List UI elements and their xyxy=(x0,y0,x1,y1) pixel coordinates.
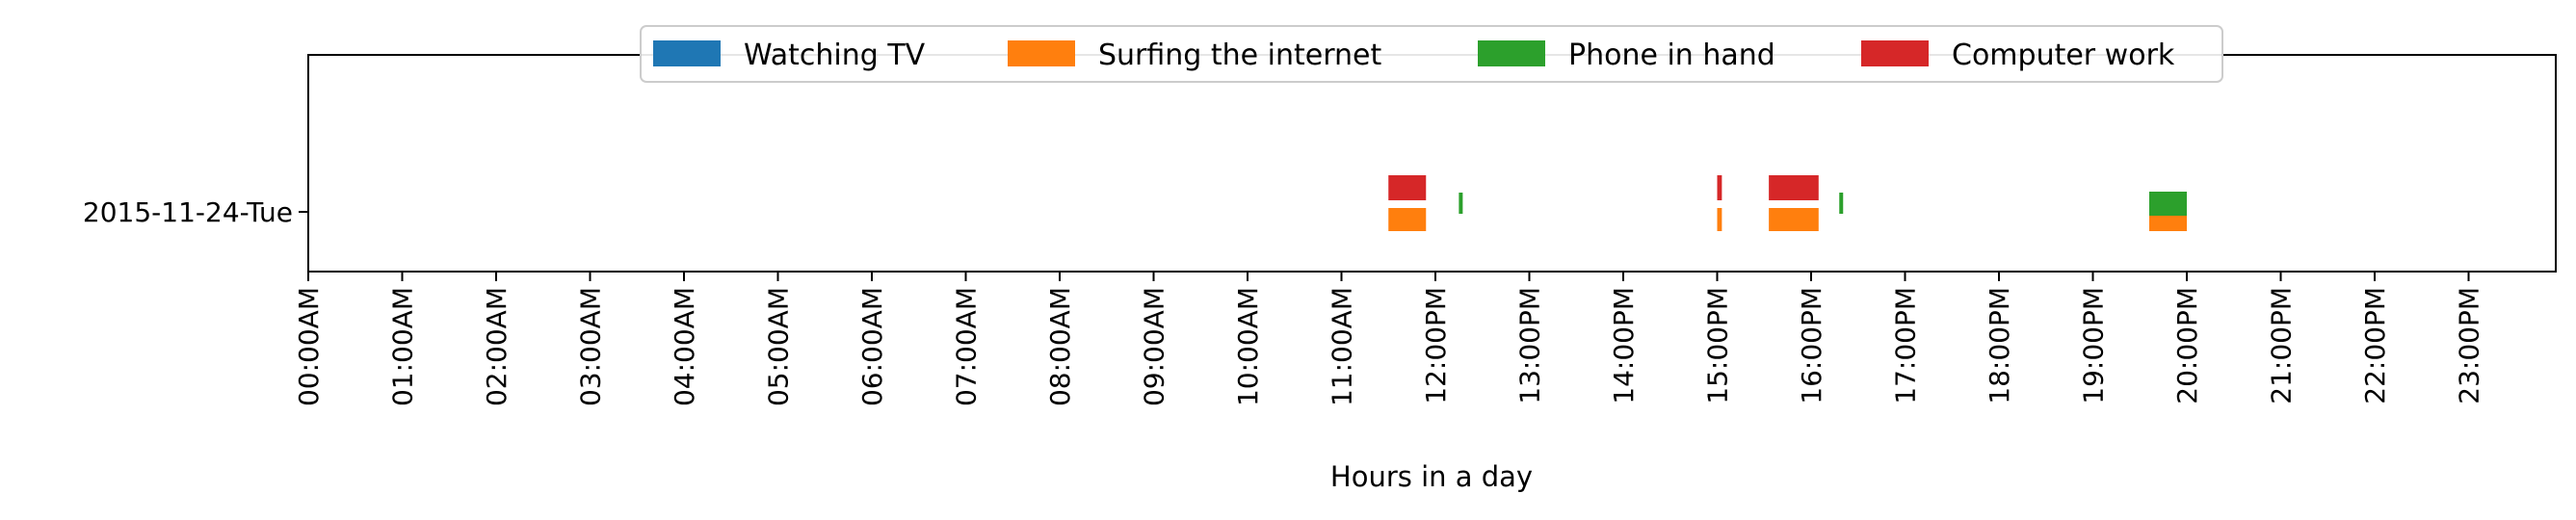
y-axis-ticks: 2015-11-24-Tue xyxy=(83,196,308,228)
legend-label: Watching TV xyxy=(744,39,926,72)
activity-bars xyxy=(1388,175,2187,231)
bar-surfing-the-internet-2 xyxy=(1769,208,1819,231)
legend-label: Computer work xyxy=(1952,39,2175,72)
x-tick-label: 18:00PM xyxy=(1984,287,2015,404)
x-tick-label: 22:00PM xyxy=(2359,287,2391,404)
legend-swatch xyxy=(653,40,721,66)
x-tick-label: 04:00AM xyxy=(669,287,700,406)
legend-label: Surfing the internet xyxy=(1098,39,1381,72)
x-tick-label: 20:00PM xyxy=(2171,287,2203,404)
bar-computer-work-2 xyxy=(1769,175,1819,200)
legend-frame xyxy=(640,25,2223,83)
y-tick-label: 2015-11-24-Tue xyxy=(83,196,293,228)
bar-computer-work-1 xyxy=(1717,175,1722,200)
x-axis-label: Hours in a day xyxy=(1330,460,1533,493)
bar-phone-in-hand-0 xyxy=(2149,192,2187,216)
x-tick-label: 02:00AM xyxy=(481,287,513,406)
x-tick-label: 17:00PM xyxy=(1890,287,1922,404)
x-tick-label: 05:00AM xyxy=(763,287,795,406)
x-tick-label: 06:00AM xyxy=(856,287,888,406)
legend-swatch xyxy=(1008,40,1075,66)
x-tick-label: 15:00PM xyxy=(1702,287,1734,404)
x-tick-label: 21:00PM xyxy=(2266,287,2298,404)
x-tick-label: 07:00AM xyxy=(951,287,983,406)
x-tick-label: 03:00AM xyxy=(575,287,607,406)
legend-swatch xyxy=(1478,40,1545,66)
x-tick-label: 01:00AM xyxy=(387,287,419,406)
legend: Watching TV Surfing the internet Phone in … xyxy=(640,25,2223,83)
x-tick-label: 13:00PM xyxy=(1514,287,1546,404)
x-tick-label: 08:00AM xyxy=(1044,287,1076,406)
x-tick-label: 09:00AM xyxy=(1139,287,1170,406)
x-tick-label: 11:00AM xyxy=(1327,287,1358,406)
legend-label: Phone in hand xyxy=(1568,39,1775,72)
legend-swatch xyxy=(1861,40,1929,66)
x-tick-label: 19:00PM xyxy=(2078,287,2110,404)
bar-surfing-the-internet-0 xyxy=(1388,208,1427,231)
x-tick-label: 23:00PM xyxy=(2454,287,2485,404)
x-tick-label: 12:00PM xyxy=(1420,287,1452,404)
bar-phone-in-hand-1 xyxy=(1839,193,1844,214)
x-tick-label: 14:00PM xyxy=(1608,287,1640,404)
plot-area xyxy=(307,54,2557,273)
x-tick-label: 00:00AM xyxy=(293,287,325,406)
bar-computer-work-0 xyxy=(1388,175,1427,200)
x-axis-ticks: 00:00AM 01:00AM 02:00AM 03:00AM 04:00AM 05:00… xyxy=(293,272,2485,406)
x-tick-label: 10:00AM xyxy=(1232,287,1264,406)
x-tick-label: 16:00PM xyxy=(1796,287,1827,404)
bar-surfing-the-internet-1 xyxy=(1717,208,1722,231)
bar-phone-in-hand-0 xyxy=(1459,193,1463,214)
